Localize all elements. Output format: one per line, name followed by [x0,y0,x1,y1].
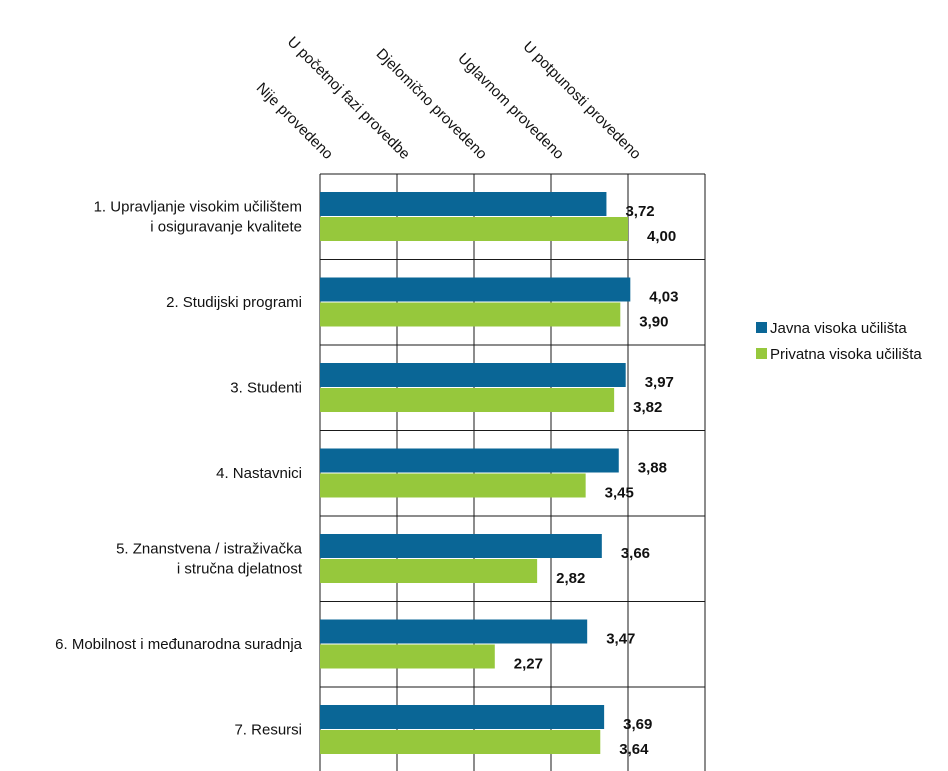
legend-swatch [756,348,767,359]
category-label: 6. Mobilnost i međunarodna suradnja [55,636,302,653]
bar-javna [320,277,631,302]
bar-javna [320,192,607,216]
category-label: 4. Nastavnici [216,465,302,482]
data-label: 3,69 [623,716,652,733]
axis-level-label: Nije provedeno [253,79,336,162]
grid-layer [319,173,706,771]
legend: Javna visoka učilišta Privatna visoka uči… [756,320,922,363]
bar-javna [320,448,619,473]
category-label: 5. Znanstvena / istraživačka [116,541,303,558]
data-label: 4,03 [649,289,678,306]
bar-privatna [320,388,615,412]
data-label: 2,27 [514,656,543,673]
bar-privatna [320,730,601,754]
bar-javna [320,705,605,729]
category-label: i stručna djelatnost [177,561,303,578]
legend-label: Privatna visoka učilišta [770,346,922,363]
bar-javna [320,534,602,558]
category-label: 2. Studijski programi [166,294,302,311]
data-label: 3,82 [633,399,662,416]
data-label: 3,72 [625,203,654,220]
data-label: 3,64 [619,741,649,758]
bar-javna [320,619,588,644]
bar-javna [320,363,626,387]
category-label: 3. Studenti [230,380,302,397]
category-label: i osiguravanje kvalitete [150,219,302,236]
bar-privatna [320,473,586,498]
bar-privatna [320,217,628,241]
data-label: 2,82 [556,570,585,587]
category-label: 7. Resursi [234,722,302,739]
axis-level-label: U početnoj fazi provedbe [284,33,413,162]
data-label: 3,97 [645,374,674,391]
bar-privatna [320,302,621,327]
bar-privatna [320,644,495,669]
data-label: 3,45 [605,485,634,502]
data-label: 3,88 [638,460,667,477]
legend-swatch [756,322,767,333]
data-label: 3,66 [621,545,650,562]
data-label: 4,00 [647,228,676,245]
data-label: 3,90 [639,314,668,331]
data-label: 3,47 [606,631,635,648]
legend-label: Javna visoka učilišta [770,320,907,337]
bar-privatna [320,559,538,583]
bars-layer [320,192,631,754]
category-label: 1. Upravljanje visokim učilištem [94,199,302,216]
